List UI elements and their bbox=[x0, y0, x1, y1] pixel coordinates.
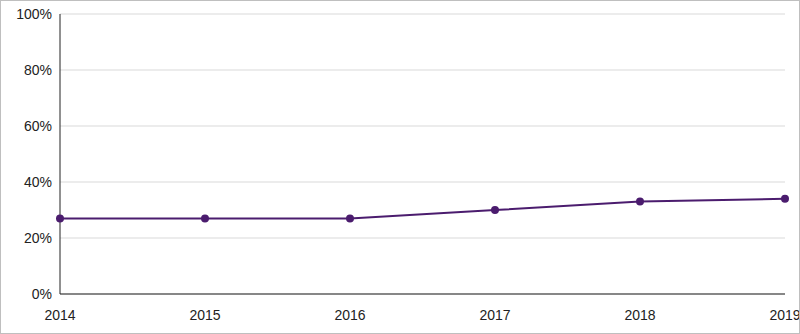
svg-text:2016: 2016 bbox=[334, 307, 365, 323]
svg-text:0%: 0% bbox=[32, 286, 52, 302]
svg-text:2017: 2017 bbox=[479, 307, 510, 323]
svg-text:2015: 2015 bbox=[189, 307, 220, 323]
svg-text:100%: 100% bbox=[16, 6, 52, 22]
svg-text:2019: 2019 bbox=[769, 307, 792, 323]
svg-text:2018: 2018 bbox=[624, 307, 655, 323]
svg-text:60%: 60% bbox=[24, 118, 52, 134]
svg-text:2014: 2014 bbox=[44, 307, 75, 323]
svg-text:80%: 80% bbox=[24, 62, 52, 78]
svg-text:40%: 40% bbox=[24, 174, 52, 190]
svg-text:20%: 20% bbox=[24, 230, 52, 246]
